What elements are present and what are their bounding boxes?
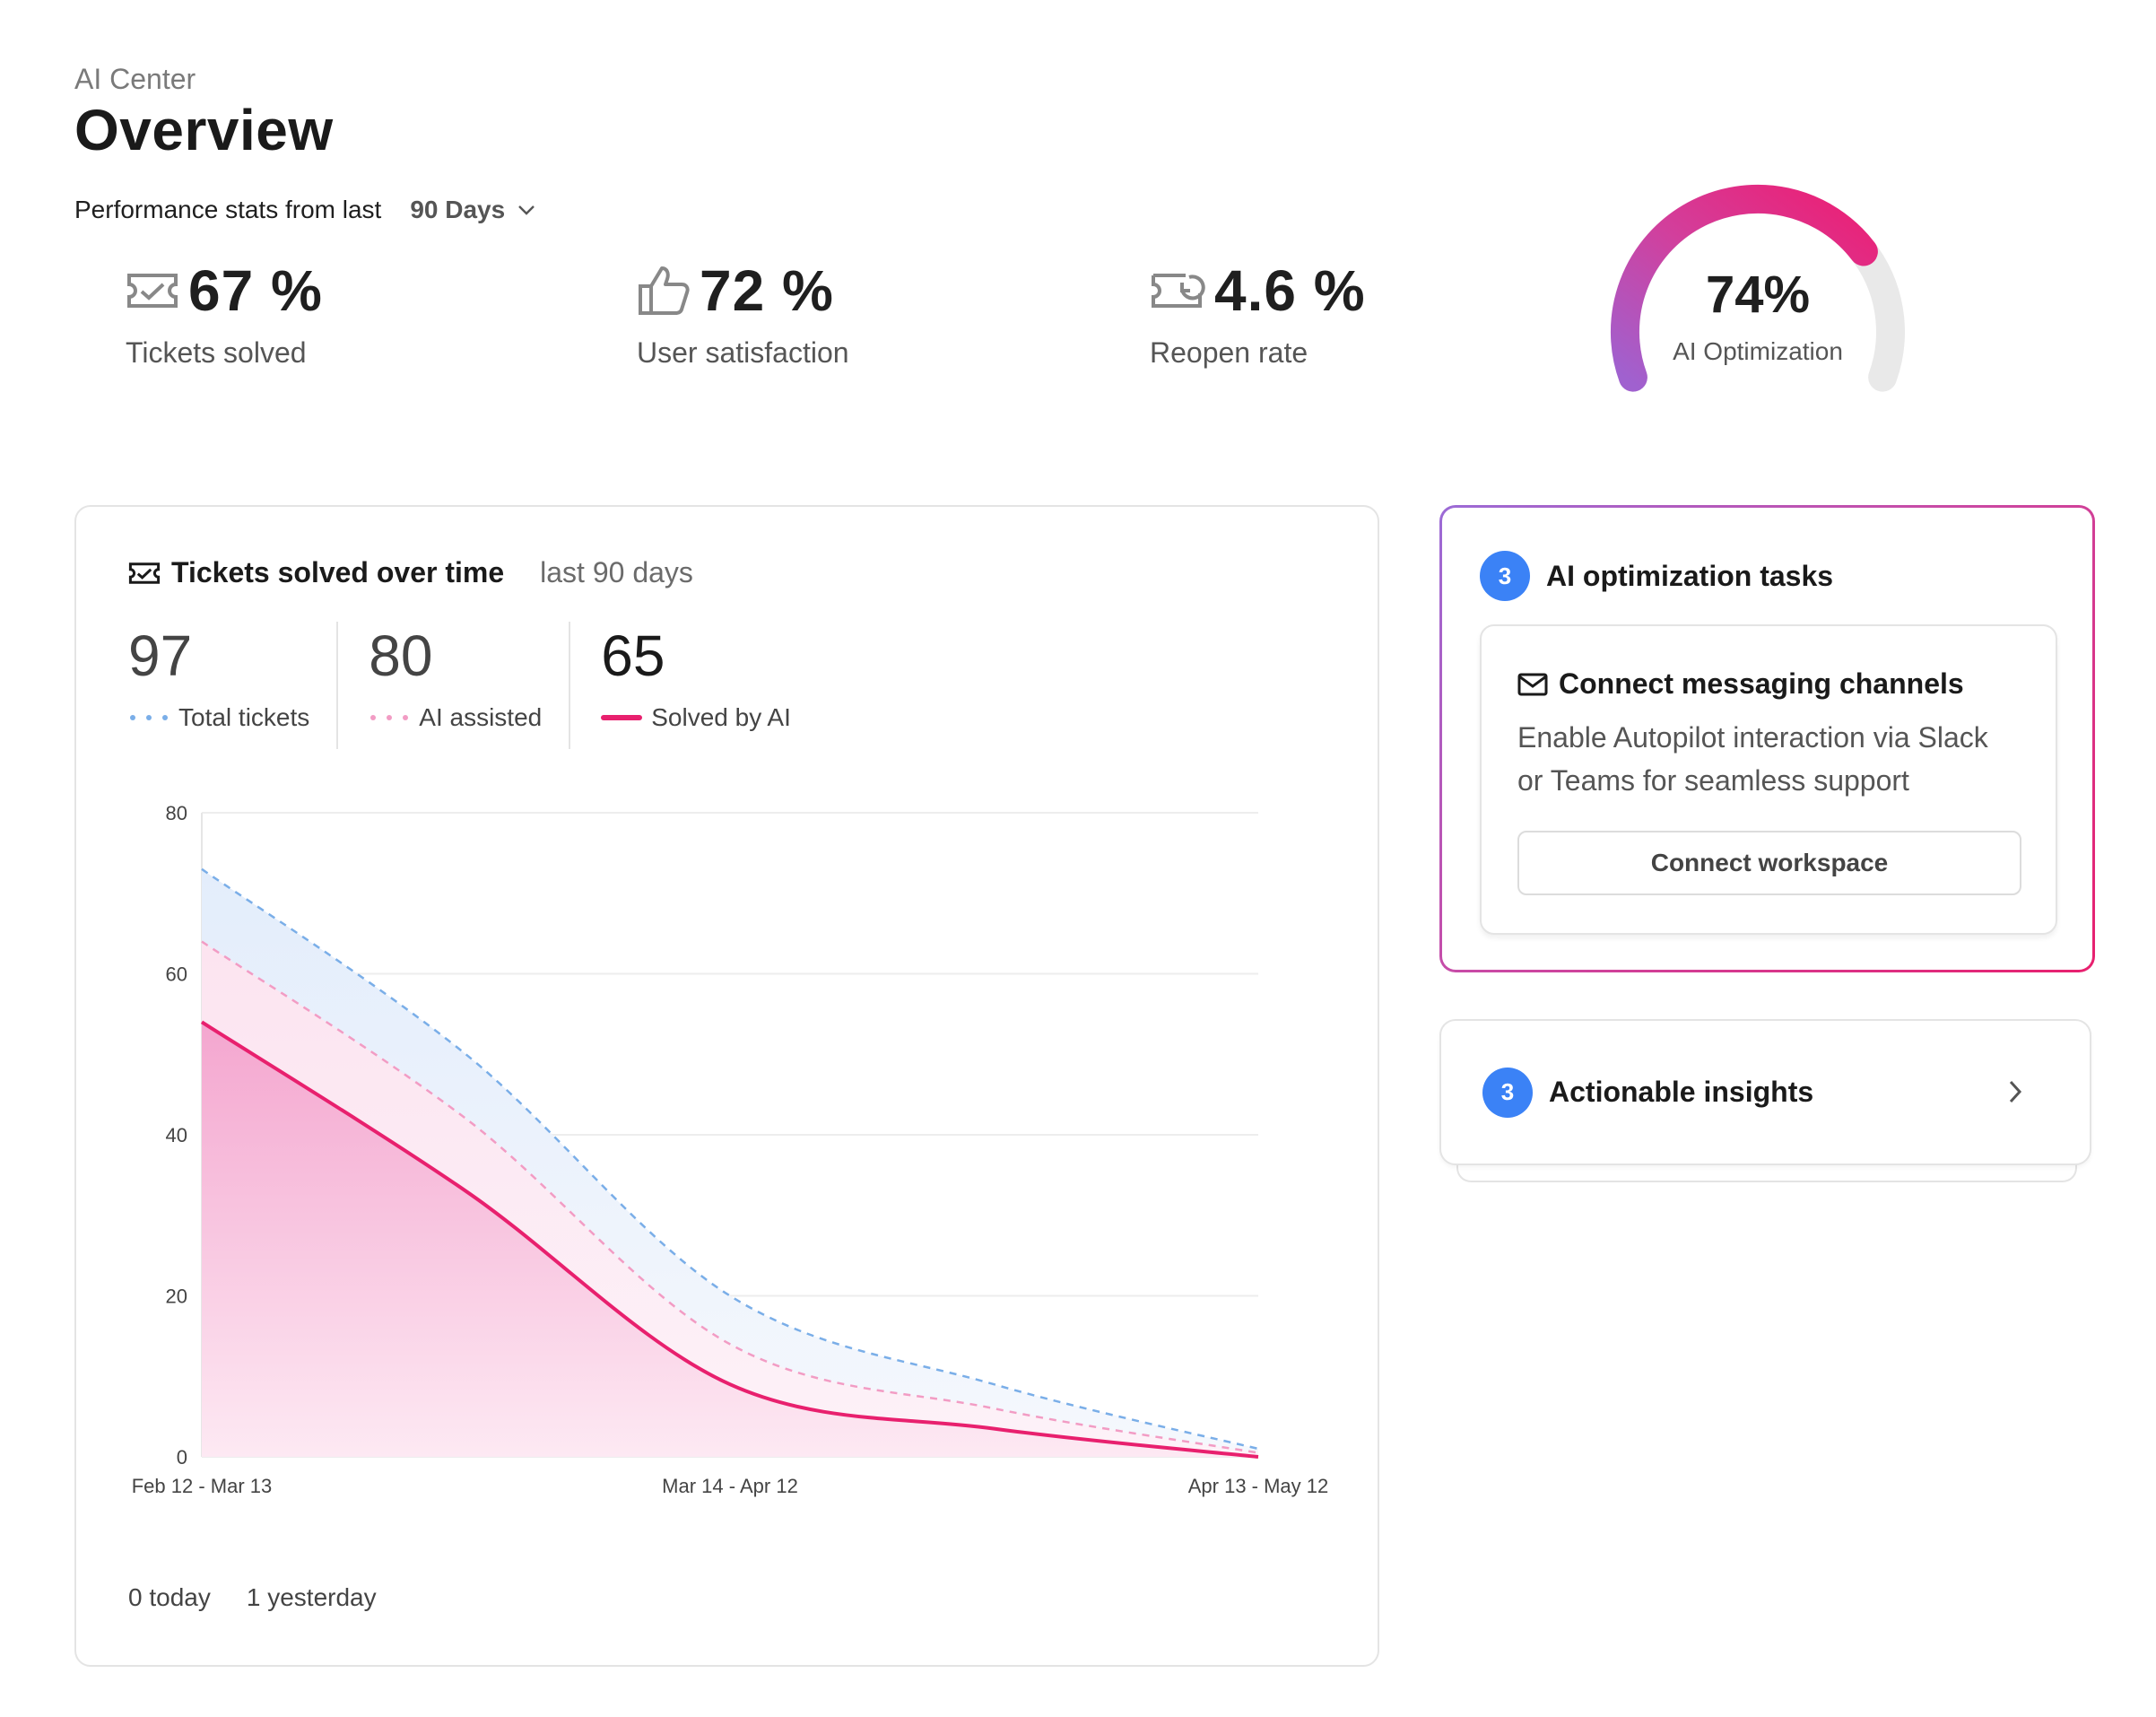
- tasks-title: AI optimization tasks: [1546, 559, 1834, 592]
- yesterday-count: 1 yesterday: [246, 1583, 377, 1611]
- chevron-right-icon[interactable]: [2005, 1076, 2025, 1107]
- metric-ai-assisted: 80 AI assisted: [336, 622, 569, 749]
- series-line: [200, 1020, 1259, 1459]
- metric-label: AI assisted: [419, 702, 543, 731]
- series-line: [201, 867, 1259, 1451]
- page-title: Overview: [74, 98, 334, 162]
- actionable-insights-card[interactable]: 3 Actionable insights: [1439, 1019, 2091, 1165]
- series-line: [201, 940, 1259, 1454]
- y-tick-label: 80: [166, 802, 187, 824]
- task-title: Connect messaging channels: [1559, 667, 1964, 700]
- connect-workspace-button[interactable]: Connect workspace: [1517, 831, 2021, 895]
- insights-count-badge: 3: [1482, 1067, 1533, 1118]
- chevron-down-icon: [518, 205, 535, 215]
- stat-label: Tickets solved: [126, 336, 307, 369]
- ticket-reopen-icon: [1152, 274, 1205, 308]
- chart-metrics: 97 Total tickets 80 AI assisted 65 Solve…: [128, 622, 818, 749]
- stat-reopen-rate: 4.6 % Reopen rate: [1150, 256, 1366, 370]
- task-description: Enable Autopilot interaction via Slack o…: [1517, 716, 2020, 802]
- x-tick-label: Feb 12 - Mar 13: [132, 1475, 273, 1497]
- performance-label: Performance stats from last: [74, 196, 382, 223]
- chart-subtitle: last 90 days: [540, 556, 693, 588]
- x-tick-label: Mar 14 - Apr 12: [662, 1475, 798, 1497]
- metric-total-tickets: 97 Total tickets: [128, 622, 336, 749]
- thumbs-up-icon: [639, 266, 690, 315]
- insights-title: Actionable insights: [1549, 1076, 1814, 1108]
- stat-value: 67 %: [188, 258, 323, 323]
- mail-icon: [1517, 673, 1548, 695]
- chart-header: Tickets solved over time last 90 days: [128, 556, 693, 589]
- tickets-area-chart: 0 20 40 60 80 Feb 12 - Mar 13 Mar 14 - Apr 12 A…: [132, 802, 1329, 1497]
- metric-value: 97: [128, 623, 193, 688]
- task-desc-line: Enable Autopilot interaction via Slack: [1517, 721, 1988, 754]
- task-connect-messaging: Connect messaging channels Enable Autopi…: [1480, 624, 2057, 935]
- y-tick-label: 40: [166, 1124, 187, 1146]
- gauge-arc: [1610, 184, 1905, 392]
- ai-optimization-gauge: 74% AI Optimization: [1605, 179, 1910, 395]
- metric-label: Total tickets: [178, 702, 310, 731]
- stat-label: User satisfaction: [637, 336, 849, 369]
- solid-legend-icon: [601, 714, 643, 720]
- ai-optimization-tasks-card: 3 AI optimization tasks Connect messagin…: [1439, 505, 2095, 972]
- breadcrumb: AI Center: [74, 63, 196, 95]
- y-tick-label: 0: [177, 1446, 187, 1469]
- range-value: 90 Days: [410, 196, 506, 223]
- stat-value: 72 %: [700, 258, 834, 323]
- dotted-legend-icon: [370, 714, 409, 720]
- series-area: [202, 1022, 1258, 1457]
- gauge-value: 74%: [1705, 266, 1811, 324]
- y-tick-label: 20: [166, 1286, 187, 1308]
- range-dropdown[interactable]: 90 Days: [410, 196, 537, 224]
- chart-footer: 0 today 1 yesterday: [128, 1583, 377, 1612]
- tasks-count-badge: 3: [1480, 551, 1530, 601]
- today-count: 0 today: [128, 1583, 211, 1611]
- performance-filter: Performance stats from last 90 Days: [74, 196, 537, 224]
- task-desc-line: or Teams for seamless support: [1517, 764, 1909, 797]
- x-tick-label: Apr 13 - May 12: [1188, 1475, 1329, 1497]
- stat-tickets-solved: 67 % Tickets solved: [126, 256, 323, 370]
- chart-title: Tickets solved over time: [171, 556, 505, 588]
- ticket-check-icon: [127, 274, 178, 308]
- stat-value: 4.6 %: [1214, 258, 1366, 323]
- ticket-check-icon: [128, 562, 161, 584]
- metric-value: 65: [601, 623, 665, 688]
- metric-label: Solved by AI: [651, 702, 791, 731]
- y-tick-label: 60: [166, 963, 187, 986]
- tickets-chart-card: Tickets solved over time last 90 days 97…: [74, 505, 1379, 1667]
- gauge-label: AI Optimization: [1673, 337, 1843, 365]
- stat-label: Reopen rate: [1150, 336, 1308, 369]
- dotted-legend-icon: [130, 714, 168, 720]
- metric-solved-by-ai: 65 Solved by AI: [569, 622, 818, 749]
- stat-user-satisfaction: 72 % User satisfaction: [637, 256, 849, 370]
- metric-value: 80: [369, 623, 433, 688]
